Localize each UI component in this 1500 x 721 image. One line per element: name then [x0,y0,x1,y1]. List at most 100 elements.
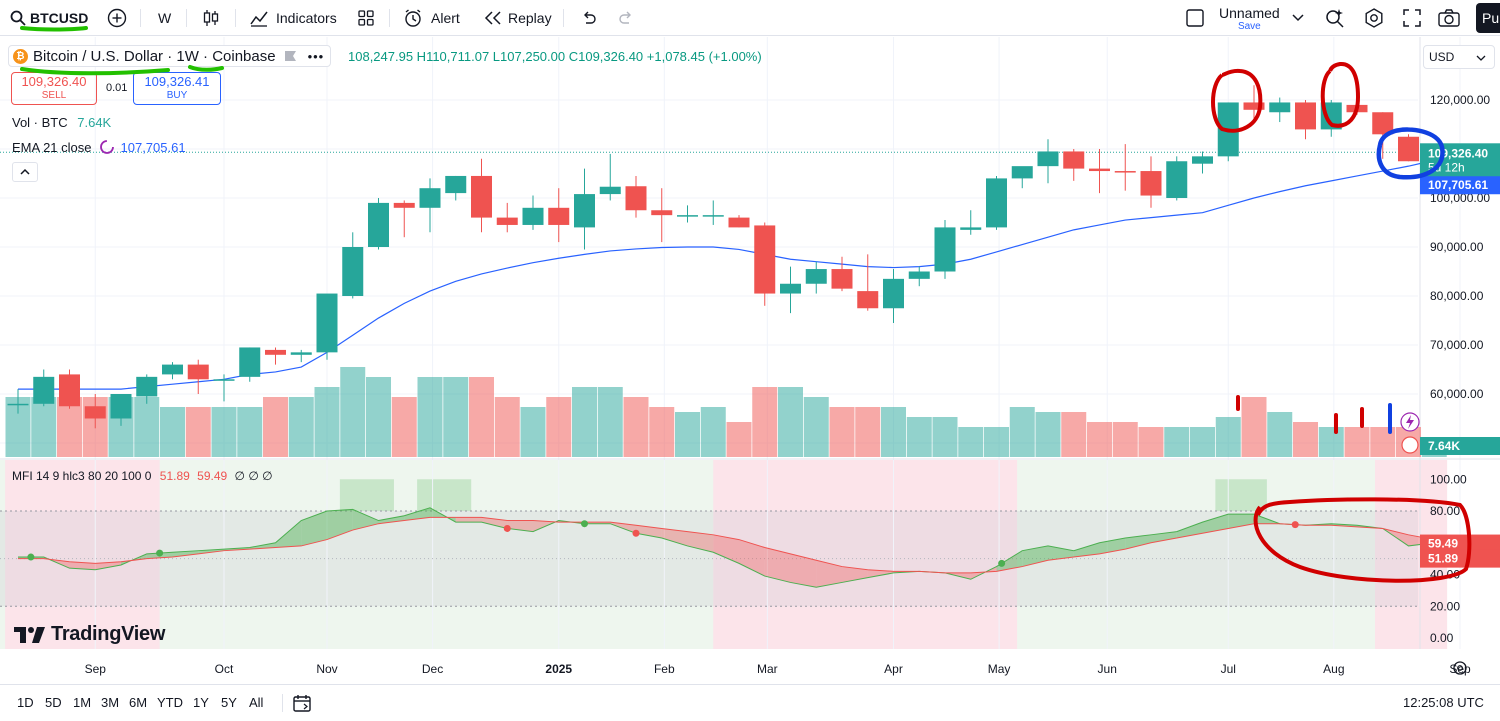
collapse-legend-button[interactable] [12,162,38,182]
price-chart[interactable]: 120,000.00110,000.00100,000.0090,000.008… [0,37,1500,684]
volume-legend[interactable]: Vol · BTC 7.64K [12,115,111,130]
alert-button[interactable]: Alert [403,0,460,36]
volume-bar [649,407,675,457]
symbol-search[interactable]: BTCUSD [10,0,88,36]
chart-type-button[interactable] [201,0,221,36]
candle[interactable] [1320,100,1342,137]
goto-date-button[interactable] [292,693,312,718]
candle[interactable] [471,158,492,233]
candle[interactable] [934,220,956,279]
time-axis-label: Oct [215,662,234,676]
range-ytd[interactable]: YTD [157,695,183,710]
candle[interactable] [1243,85,1265,123]
candle[interactable] [316,293,338,360]
indicators-button[interactable]: Indicators [249,0,337,36]
candle[interactable] [522,195,544,230]
candle[interactable] [1114,144,1136,191]
layout-checkbox[interactable] [1186,0,1204,36]
symbol-legend[interactable]: ₿ Bitcoin / U.S. Dollar · 1W · Coinbase … [8,45,332,67]
candle[interactable] [84,394,106,429]
range-1m[interactable]: 1M [73,695,92,710]
compare-button[interactable] [107,0,127,36]
candle[interactable] [445,175,467,201]
candle[interactable] [574,168,595,250]
candle[interactable] [265,347,286,365]
fullscreen-button[interactable] [1403,0,1421,36]
interval-button[interactable]: W [158,0,171,36]
flag-icon[interactable] [284,50,298,62]
templates-button[interactable] [357,0,375,36]
candle[interactable] [883,269,904,323]
publish-button[interactable]: Pu [1476,3,1500,33]
candle[interactable] [1140,156,1162,208]
candle[interactable] [986,175,1007,230]
candle[interactable] [805,261,827,294]
candle[interactable] [831,256,853,292]
range-1y[interactable]: 1Y [193,695,209,710]
candle[interactable] [496,202,518,233]
candle[interactable] [342,232,364,299]
candle[interactable] [162,362,183,380]
undo-button[interactable] [580,0,598,36]
candle[interactable] [1011,166,1033,189]
candle[interactable] [1089,149,1110,194]
currency-selector[interactable]: USD [1423,45,1495,69]
candle[interactable] [651,188,673,243]
candle[interactable] [780,266,801,314]
candle[interactable] [960,210,982,235]
candle[interactable] [187,359,209,394]
candle-body [934,227,956,272]
replay-button[interactable]: Replay [484,0,552,36]
candle[interactable] [728,215,750,228]
range-6m[interactable]: 6M [129,695,148,710]
candle[interactable] [1166,156,1188,201]
dividend-icon[interactable] [1401,436,1419,454]
candle[interactable] [1269,97,1291,123]
candle[interactable] [908,266,930,287]
candle[interactable] [677,205,698,223]
candle[interactable] [702,200,724,225]
candle[interactable] [7,389,29,414]
candle[interactable] [1037,139,1059,184]
tradingview-logo[interactable]: TradingView [14,623,165,646]
redo-button[interactable] [617,0,635,36]
snapshot-button[interactable] [1438,0,1460,36]
candle[interactable] [110,394,132,426]
range-5d[interactable]: 5D [45,695,62,710]
more-options-icon[interactable]: ••• [307,48,325,64]
candle[interactable] [1192,151,1213,174]
volume-bar [958,427,984,457]
candle[interactable] [59,369,80,409]
settings-button[interactable] [1364,0,1384,36]
candle[interactable] [1063,149,1085,181]
utc-clock[interactable]: 12:25:08 UTC [1403,695,1484,710]
candle[interactable] [136,374,158,404]
candle[interactable] [1398,134,1419,162]
range-1d[interactable]: 1D [17,695,34,710]
sell-button[interactable]: 109,326.40 SELL [11,72,97,105]
candle[interactable] [599,153,621,201]
candle[interactable] [393,200,415,238]
candle[interactable] [290,349,312,363]
quick-search-button[interactable] [1325,0,1345,36]
candle[interactable] [419,178,441,233]
ema-legend[interactable]: EMA 21 close 107,705.61 [12,139,186,155]
price-axis-label: 60,000.00 [1430,387,1484,401]
candle[interactable] [368,198,389,250]
candle[interactable] [625,175,647,218]
candle[interactable] [213,374,235,402]
range-5y[interactable]: 5Y [221,695,237,710]
candle[interactable] [33,369,55,407]
axis-settings-icon[interactable] [1453,661,1467,675]
gear-ring [1453,661,1467,675]
mfi-legend[interactable]: MFI 14 9 hlc3 80 20 100 0 51.89 59.49 ∅ … [12,469,273,483]
candle[interactable] [548,188,570,243]
buy-button[interactable]: 109,326.41 BUY [133,72,221,105]
candle[interactable] [1295,100,1316,140]
candle[interactable] [239,347,261,382]
candle[interactable] [754,222,776,306]
layout-name-button[interactable]: Unnamed Save [1219,0,1304,36]
candle[interactable] [857,254,879,311]
range-all[interactable]: All [249,695,264,710]
range-3m[interactable]: 3M [101,695,120,710]
